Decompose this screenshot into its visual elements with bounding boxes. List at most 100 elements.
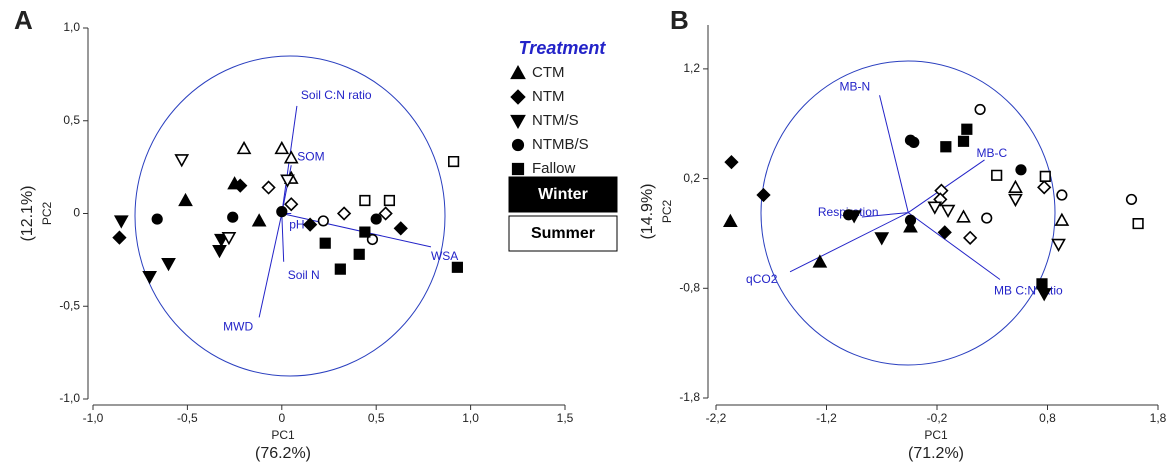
data-point: [359, 194, 371, 207]
panel-letter: B: [670, 5, 689, 35]
loading-label: MWD: [223, 320, 253, 334]
data-point: [261, 180, 276, 195]
data-point: [393, 221, 408, 236]
data-point: [353, 248, 365, 260]
legend-label: Fallow: [532, 160, 576, 177]
legend-symbol: [510, 64, 526, 80]
data-point: [940, 204, 956, 219]
data-point: [1125, 193, 1138, 205]
data-point: [981, 212, 993, 224]
data-point: [221, 232, 237, 246]
legend-title: Treatment: [519, 38, 607, 58]
data-point: [1037, 180, 1052, 195]
data-point: [1132, 217, 1144, 230]
x-tick-label: -1,2: [816, 411, 837, 425]
data-point: [142, 270, 157, 285]
loading-label: SOM: [297, 149, 324, 163]
legend-symbol: [510, 89, 526, 105]
y-tick-label: 0,5: [63, 113, 80, 127]
legend-label: NTM/S: [532, 112, 579, 129]
x-tick-label: -0,2: [927, 411, 948, 425]
season-label: Summer: [531, 225, 595, 242]
data-point: [957, 135, 970, 147]
x-axis-label: PC1: [924, 428, 948, 442]
data-point: [334, 263, 346, 275]
data-point: [448, 155, 460, 168]
legend-label: NTMB/S: [532, 136, 589, 153]
data-point: [302, 217, 318, 232]
data-point: [963, 230, 978, 245]
legend-symbol: [511, 138, 525, 152]
data-point: [280, 174, 295, 188]
data-point: [756, 187, 771, 203]
data-point: [274, 140, 290, 155]
data-point: [178, 192, 193, 207]
x-tick-label: -1,0: [83, 411, 104, 425]
data-point: [956, 209, 971, 223]
legend-label: NTM: [532, 88, 565, 105]
y-tick-label: -1,0: [59, 391, 80, 405]
data-point: [227, 211, 239, 223]
x-tick-label: 0: [278, 411, 285, 425]
loading-vector: [907, 212, 1001, 280]
data-point: [370, 213, 382, 225]
y-tick-label: 0,2: [683, 171, 700, 185]
data-point: [874, 232, 890, 246]
season-label: Winter: [538, 186, 588, 203]
data-point: [1008, 193, 1023, 208]
data-point: [214, 233, 229, 248]
data-point: [276, 206, 288, 218]
data-point: [1015, 164, 1027, 176]
data-point: [1051, 238, 1066, 253]
y-tick-label: -0,5: [59, 298, 80, 312]
legend-symbol: [510, 114, 526, 130]
loading-vector: [907, 159, 985, 214]
legend-symbol: [511, 162, 525, 176]
data-point: [904, 214, 917, 226]
correlation-circle: [134, 55, 446, 377]
loading-vector: [281, 213, 432, 248]
data-point: [940, 141, 952, 153]
y-tick-label: 1,2: [683, 61, 700, 75]
y-axis-label: PC2: [660, 200, 674, 224]
data-point: [991, 169, 1003, 181]
data-point: [112, 230, 127, 245]
loading-vector: [281, 165, 292, 214]
x-tick-label: 1,8: [1150, 411, 1167, 425]
loading-vector: [281, 213, 285, 262]
x-tick-label: -0,5: [177, 411, 198, 425]
loading-label: MB-C: [977, 146, 1008, 160]
x-axis-variance: (71.2%): [908, 445, 964, 462]
data-point: [451, 261, 463, 273]
data-point: [236, 140, 252, 155]
x-axis-label: PC1: [271, 428, 295, 442]
data-point: [174, 154, 190, 168]
panel-letter: A: [14, 5, 33, 35]
data-point: [903, 219, 918, 233]
x-tick-label: 0,5: [368, 411, 385, 425]
y-tick-label: -1,8: [679, 390, 700, 404]
x-tick-label: 1,5: [557, 411, 574, 425]
data-point: [383, 194, 396, 207]
data-point: [378, 206, 393, 221]
loading-label: pH: [289, 218, 304, 232]
y-tick-label: 0: [73, 206, 80, 220]
data-point: [283, 150, 299, 164]
data-point: [1039, 170, 1051, 182]
data-point: [161, 257, 176, 272]
season-box: [508, 176, 618, 213]
data-point: [908, 136, 920, 148]
data-point: [927, 201, 943, 215]
loading-vector: [879, 95, 909, 213]
data-point: [151, 213, 163, 225]
loading-label: Soil N: [288, 268, 320, 282]
data-point: [212, 245, 227, 259]
data-point: [233, 178, 248, 193]
data-point: [812, 254, 828, 268]
data-point: [113, 215, 129, 229]
loading-label: WSA: [431, 249, 458, 263]
data-point: [284, 197, 299, 212]
legend-label: CTM: [532, 64, 565, 81]
loading-label: MB C:N ratio: [994, 284, 1063, 298]
